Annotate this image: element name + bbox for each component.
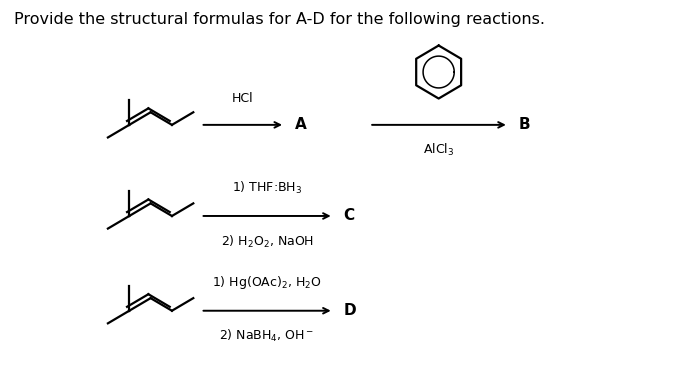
Text: A: A — [295, 117, 306, 132]
Text: Provide the structural formulas for A-D for the following reactions.: Provide the structural formulas for A-D … — [14, 12, 545, 27]
Text: 1) THF:BH$_3$: 1) THF:BH$_3$ — [232, 180, 302, 196]
Text: D: D — [343, 303, 356, 318]
Text: C: C — [343, 208, 355, 223]
Text: HCl: HCl — [232, 92, 254, 105]
Text: 2) NaBH$_4$, OH$^-$: 2) NaBH$_4$, OH$^-$ — [219, 328, 315, 344]
Text: 2) H$_2$O$_2$, NaOH: 2) H$_2$O$_2$, NaOH — [221, 233, 314, 250]
Text: AlCl$_3$: AlCl$_3$ — [423, 142, 454, 158]
Text: 1) Hg(OAc)$_2$, H$_2$O: 1) Hg(OAc)$_2$, H$_2$O — [212, 274, 322, 291]
Text: B: B — [518, 117, 530, 132]
